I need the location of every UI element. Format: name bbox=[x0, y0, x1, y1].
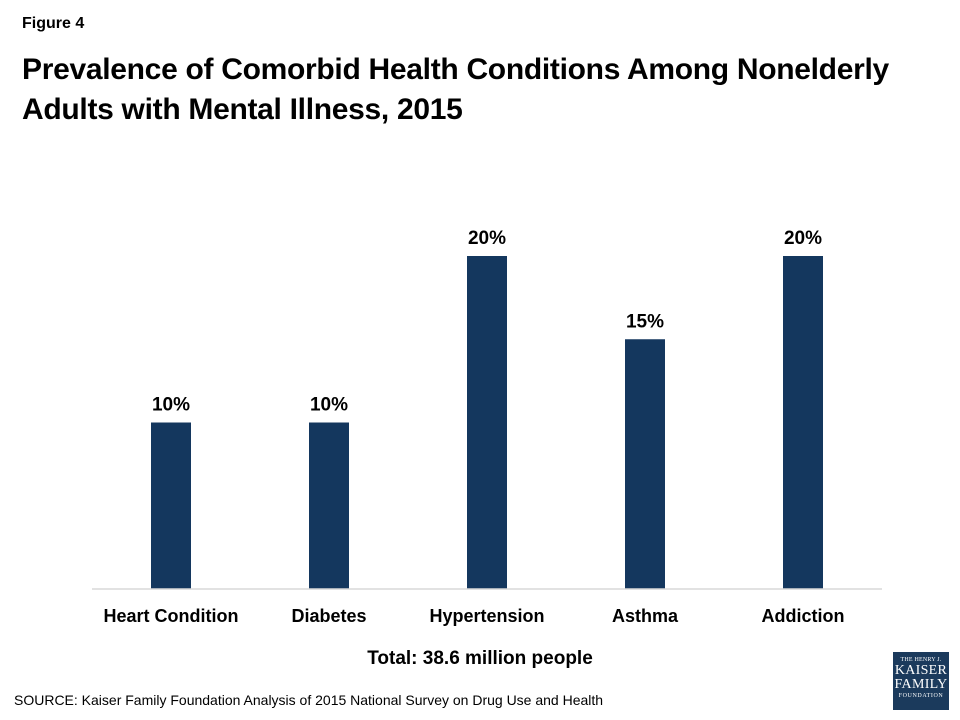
bar-asthma bbox=[625, 339, 665, 589]
total-note: Total: 38.6 million people bbox=[367, 648, 593, 669]
category-label: Asthma bbox=[612, 606, 679, 626]
labels-group: 10% Heart Condition 10% Diabetes 20% Hyperten… bbox=[104, 228, 845, 626]
category-label: Hypertension bbox=[429, 606, 544, 626]
category-label: Diabetes bbox=[291, 606, 366, 626]
logo-line-3: FAMILY bbox=[894, 677, 948, 692]
logo-line-1: THE HENRY J. bbox=[900, 657, 942, 663]
bar-heart-condition bbox=[151, 422, 191, 589]
chart-title: Prevalence of Comorbid Health Conditions… bbox=[22, 53, 889, 126]
category-label: Heart Condition bbox=[104, 606, 239, 626]
kff-logo: THE HENRY J. KAISER FAMILY FOUNDATION bbox=[893, 652, 949, 710]
logo-line-2: KAISER bbox=[894, 663, 948, 678]
category-label: Addiction bbox=[762, 606, 845, 626]
logo-line-4: FOUNDATION bbox=[898, 693, 944, 699]
bar-addiction bbox=[783, 256, 823, 589]
data-label: 15% bbox=[626, 311, 664, 332]
data-label: 20% bbox=[784, 228, 822, 249]
source-note: SOURCE: Kaiser Family Foundation Analysi… bbox=[14, 692, 604, 708]
data-label: 10% bbox=[152, 395, 190, 416]
bar-diabetes bbox=[309, 422, 349, 589]
bar-hypertension bbox=[467, 256, 507, 589]
bars-group bbox=[151, 256, 823, 589]
figure-label: Figure 4 bbox=[22, 15, 85, 32]
data-label: 10% bbox=[310, 395, 348, 416]
data-label: 20% bbox=[468, 228, 506, 249]
